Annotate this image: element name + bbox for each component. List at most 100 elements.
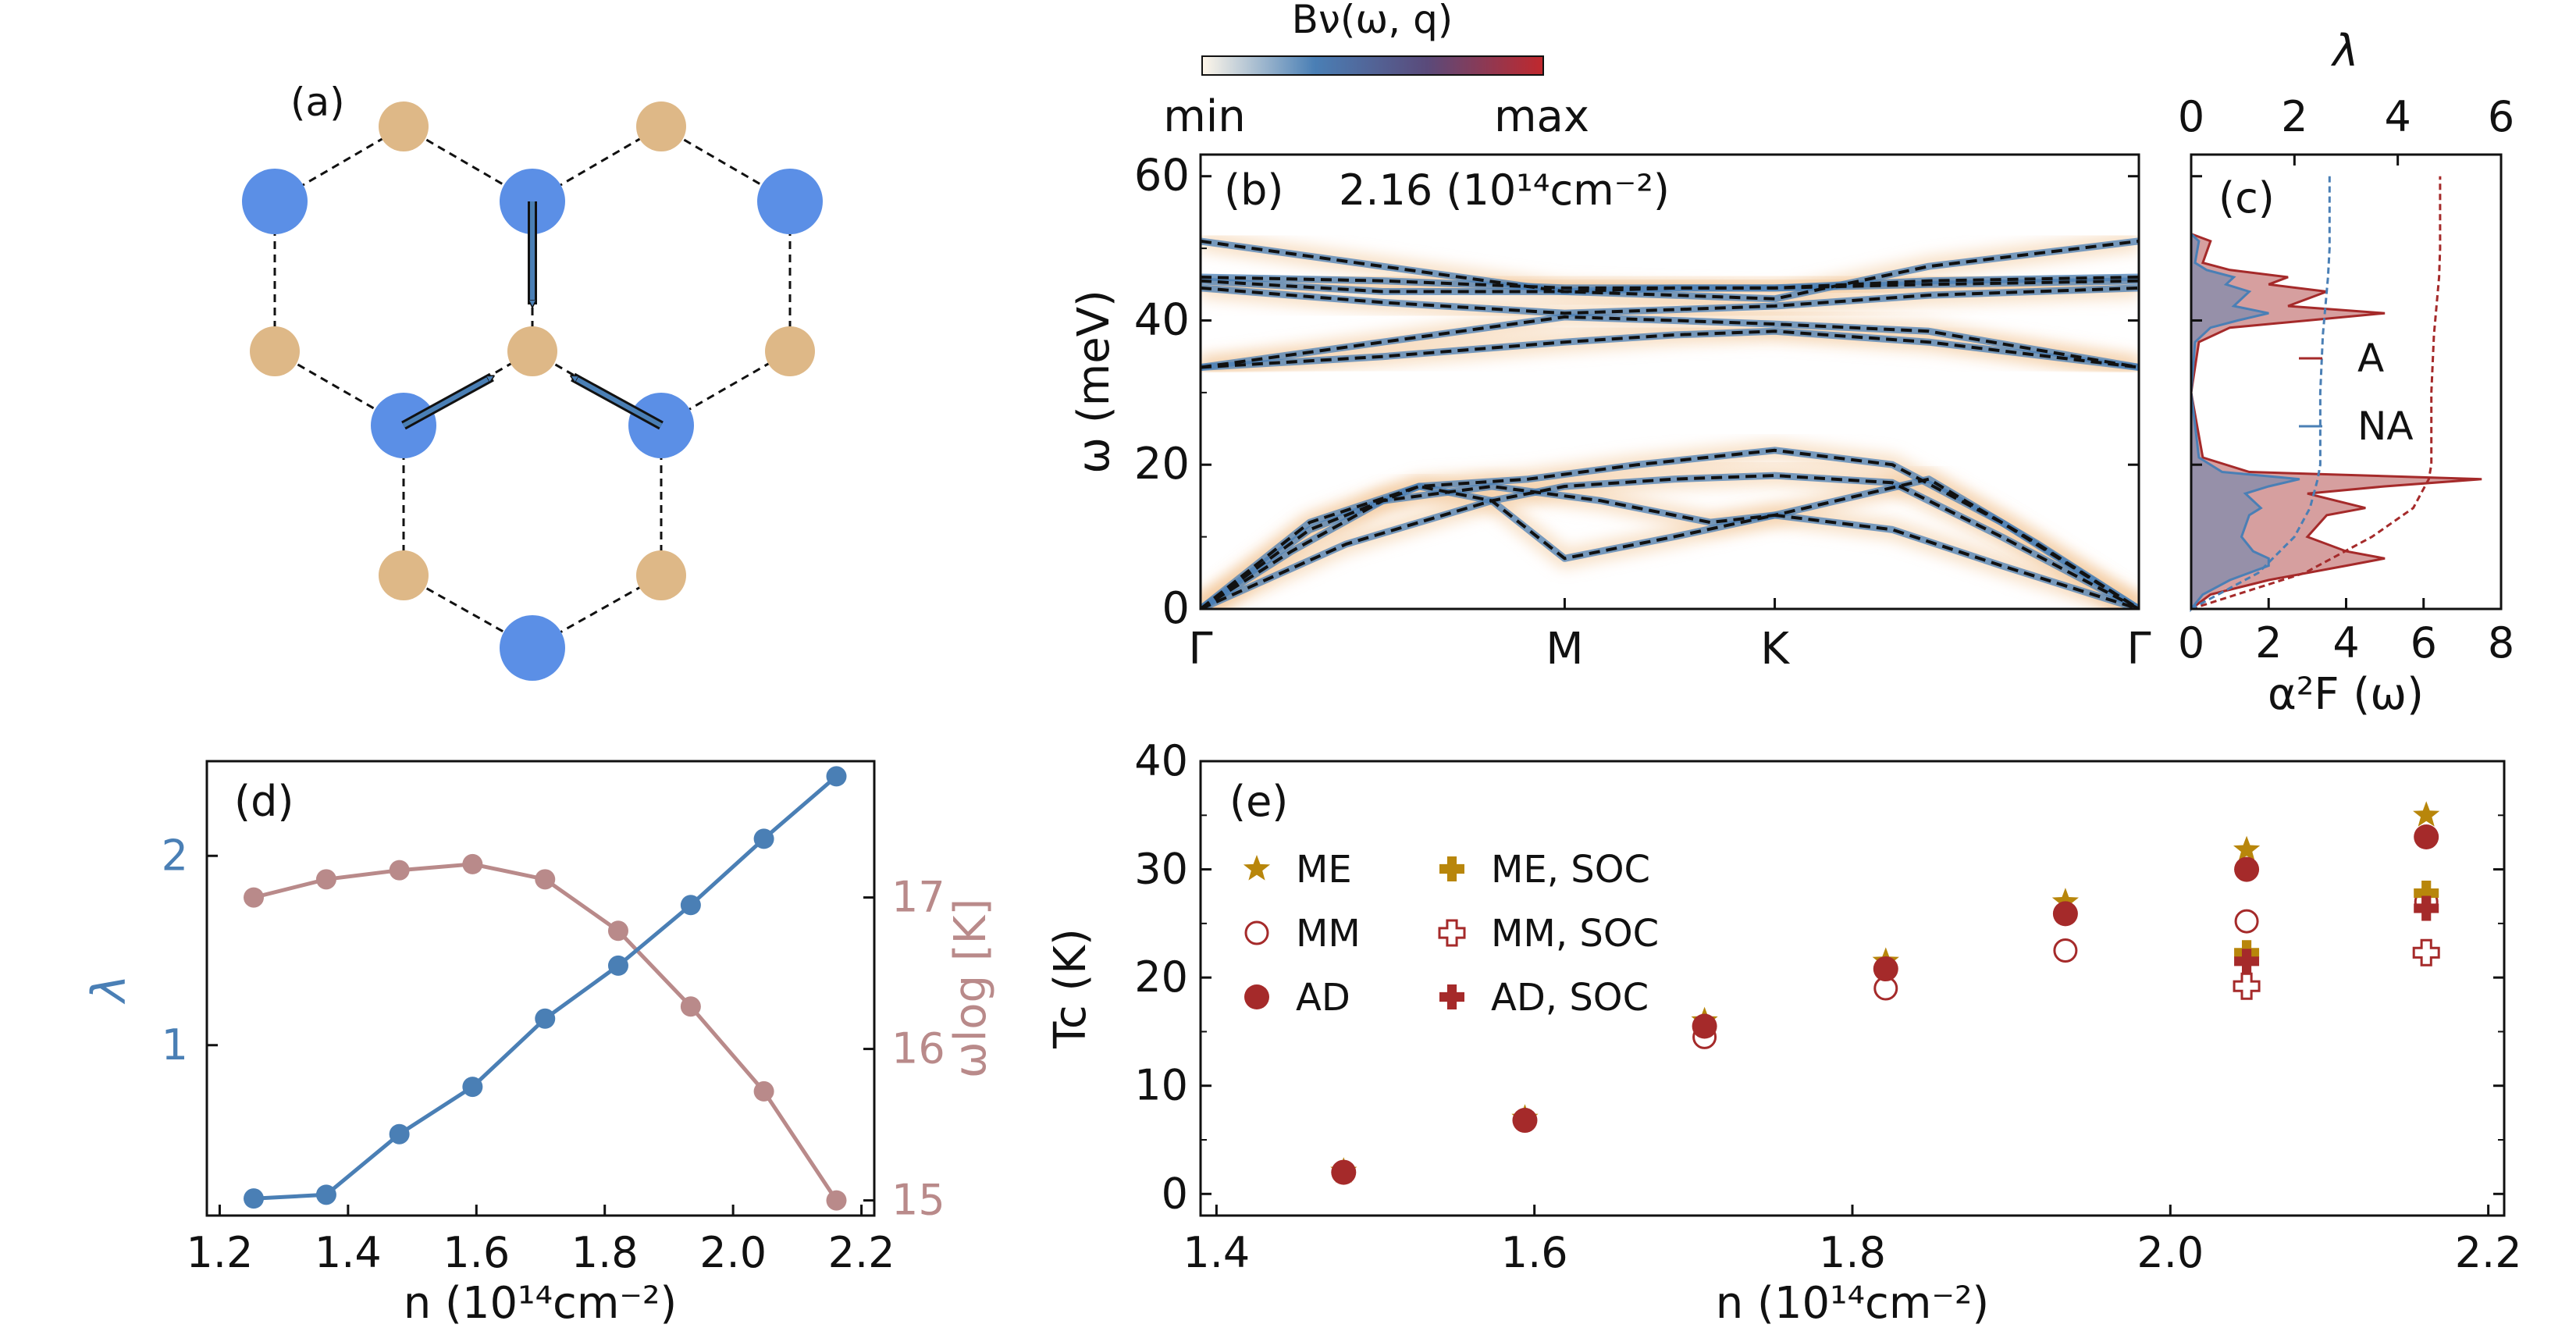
legend-marker-2 [1244, 984, 1269, 1009]
panel-e-ytick-label-4: 40 [1134, 736, 1188, 785]
lambda-point-4 [535, 1008, 556, 1029]
panel-e-axes: 1.4 1.6 1.8 2.0 2.2 0 10 20 30 40 [1134, 736, 2521, 1277]
panel-b-frame [1199, 153, 2140, 611]
panel-d-label: (d) [234, 777, 294, 826]
tc-star-0-5 [2233, 835, 2261, 862]
panel-e-plot-area [1330, 801, 2440, 1185]
omegalog-point-6 [680, 996, 701, 1017]
atom-small-2 [250, 326, 300, 376]
panel-b-clipped [1201, 230, 2139, 609]
phonon-branch-2 [1201, 485, 2139, 609]
panel-e-xtick-label-1: 1.6 [1501, 1228, 1568, 1277]
panel-d-ylabel-left: λ [82, 974, 137, 1005]
panel-b-ylabel: ω (meV) [1069, 290, 1119, 474]
colorbar-min-label: min [1163, 91, 1246, 142]
omegalog-point-3 [462, 853, 483, 874]
omegalog-point-4 [535, 869, 556, 890]
atom-small-3 [507, 326, 557, 376]
legend-label-2: AD [1296, 976, 1350, 1020]
tc-filled-circle-2-6 [2414, 824, 2439, 849]
panel-d-ytick-right-label-2: 17 [891, 873, 945, 922]
panel-d-ytick-left-label-0: 1 [162, 1020, 188, 1070]
legend-label-5: AD, SOC [1491, 976, 1649, 1020]
displacement-arrows [401, 201, 664, 430]
tc-open-circle-1-2 [2053, 938, 2078, 963]
panel-d-xtick-label-4: 2.0 [699, 1228, 767, 1277]
phonon-branch-8 [1201, 276, 2139, 290]
panel-d-xtick-label-5: 2.2 [828, 1228, 895, 1277]
omegalog-point-5 [607, 920, 628, 942]
lambda-line [253, 774, 838, 1201]
panel-d-xlabel: n (10¹⁴cm⁻²) [404, 1278, 678, 1329]
panel-d-ytick-left-label-1: 2 [162, 831, 188, 880]
lambda-cumulative-A [2190, 176, 2442, 611]
lambda-point-1 [315, 1184, 336, 1205]
tc-star-0-4 [2051, 888, 2079, 913]
omegalog-line [253, 862, 838, 1202]
panel-d-lambda-omegalog: (d) n (10¹⁴cm⁻²) λ ωlog [K] 1.2 1.4 1.6 1.8… [82, 760, 996, 1329]
lattice-atoms [242, 101, 823, 681]
panel-c-legend: A NA [2299, 336, 2414, 449]
panel-e-ytick-label-3: 30 [1134, 845, 1188, 894]
panel-d-frame [205, 760, 876, 1217]
atom-small-5 [379, 550, 429, 600]
panel-e-ytick-label-1: 10 [1134, 1061, 1188, 1110]
panel-d-ytick-right-label-1: 16 [891, 1024, 945, 1073]
tc-open-plus-4-1 [2412, 938, 2440, 967]
atom-large-0 [242, 169, 308, 234]
legend-label-1: MM [1296, 912, 1361, 956]
colorbar-max-label: max [1494, 91, 1589, 142]
panel-c-axes: 0 2 4 6 80 2 4 6 [2178, 92, 2514, 668]
legend-marker-4 [1438, 919, 1466, 947]
colorbar-gradient [1201, 55, 1544, 76]
panel-c-xtick-label-3: 6 [2411, 618, 2437, 668]
panel-e-ytick-label-2: 20 [1134, 952, 1188, 1002]
omegalog-point-8 [826, 1190, 847, 1211]
tc-filled-plus-red-5-0 [2234, 949, 2260, 974]
panel-d-xtick-label-3: 1.8 [571, 1228, 639, 1277]
panel-e-xtick-label-0: 1.4 [1183, 1228, 1250, 1277]
panel-e-ylabel: Tc (K) [1045, 928, 1096, 1049]
panel-b-xtick-label-1: M [1546, 624, 1583, 675]
lambda-point-7 [753, 828, 774, 849]
panel-b-label: (b) [1224, 166, 1283, 215]
omegalog-point-7 [753, 1080, 774, 1102]
panel-e-frame [1199, 760, 2506, 1217]
panel-d-xtick-label-2: 1.6 [443, 1228, 510, 1277]
tc-open-plus-4-0 [2233, 972, 2261, 1000]
atom-large-2 [757, 169, 823, 234]
phonon-branch-1 [1201, 448, 2139, 609]
lambda-point-8 [826, 766, 847, 787]
displacement-arrow-1 [402, 377, 492, 428]
phonon-branch-0 [1201, 474, 2139, 609]
panel-c-eliashberg: (c) α²F (ω) λ 0 2 4 6 80 2 4 6 A NA [2178, 26, 2514, 720]
panel-d-plot-area [244, 766, 847, 1211]
phonon-branch-5 [1201, 315, 2139, 369]
panel-a-lattice: (a) [242, 80, 823, 681]
panel-c-top-xtick-label-2: 4 [2384, 92, 2411, 141]
legend-label-NA: NA [2357, 404, 2414, 449]
tc-filled-circle-2-5 [2234, 856, 2260, 882]
tc-filled-circle-2-1 [1512, 1108, 1538, 1134]
tc-filled-circle-2-3 [1873, 956, 1898, 982]
legend-label-0: ME [1296, 848, 1352, 892]
spectral-band-9 [1201, 237, 2139, 303]
phonon-branch-6 [1201, 286, 2139, 315]
tc-filled-plus-gold-3-1 [2414, 881, 2439, 906]
omegalog-point-2 [389, 860, 410, 881]
lambda-point-5 [607, 955, 628, 976]
legend-marker-3 [1439, 856, 1464, 881]
panel-b-xtick-label-2: K [1760, 624, 1790, 675]
panel-e-xtick-label-2: 1.8 [1819, 1228, 1886, 1277]
panel-c-top-xtick-label-0: 0 [2178, 92, 2204, 141]
legend-label-4: MM, SOC [1491, 912, 1659, 956]
tc-open-circle-1-3 [2234, 909, 2259, 934]
panel-b-xtick-label-0: Γ [1188, 624, 1212, 675]
panel-b-ytick-label-0: 0 [1162, 583, 1190, 634]
legend-marker-5 [1439, 984, 1464, 1009]
phonon-branch-4 [1201, 329, 2139, 369]
omegalog-point-0 [244, 887, 265, 908]
tc-filled-circle-2-2 [1692, 1013, 1717, 1039]
